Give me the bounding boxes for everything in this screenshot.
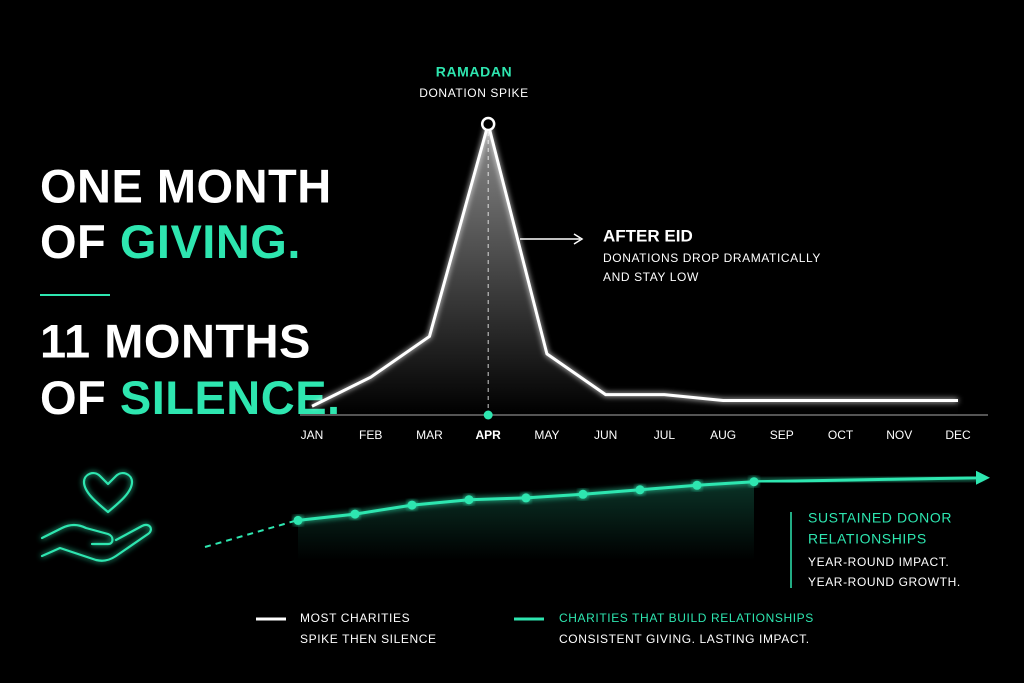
x-tick-label: MAY xyxy=(534,428,559,442)
line xyxy=(311,122,958,408)
point xyxy=(407,500,417,510)
headline-part: OF xyxy=(40,215,106,268)
legend-text: CONSISTENT GIVING. LASTING IMPACT. xyxy=(559,632,810,646)
hand-heart-icon xyxy=(40,472,152,562)
x-tick-label: AUG xyxy=(710,428,736,442)
headline-accent: SILENCE. xyxy=(120,371,341,424)
line-area xyxy=(298,481,754,560)
note-text: YEAR-ROUND GROWTH. xyxy=(808,575,961,589)
arrow-head xyxy=(573,233,584,245)
point xyxy=(350,509,360,519)
headline-accent: GIVING. xyxy=(120,215,301,268)
x-tick-label: NOV xyxy=(886,428,912,442)
note-text: YEAR-ROUND IMPACT. xyxy=(808,555,949,569)
legend-label: MOST CHARITIES xyxy=(300,611,410,625)
x-tick-label: APR xyxy=(476,428,502,442)
point xyxy=(635,485,645,495)
trend-arrow-head xyxy=(976,470,990,485)
headline: OF SILENCE. xyxy=(40,371,341,424)
x-tick-label: OCT xyxy=(828,428,854,442)
x-tick-label: JUN xyxy=(594,428,617,442)
headline: OF GIVING. xyxy=(40,215,301,268)
x-tick-label: JAN xyxy=(301,428,324,442)
annotation-title: RAMADAN xyxy=(436,64,513,80)
headline-part: OF xyxy=(40,371,106,424)
annotation-text: AND STAY LOW xyxy=(603,270,699,284)
x-tick-label: DEC xyxy=(945,428,971,442)
annotation-text: DONATION SPIKE xyxy=(419,86,529,100)
point xyxy=(578,489,588,499)
legend-text: SPIKE THEN SILENCE xyxy=(300,632,437,646)
trend-arrow xyxy=(753,476,983,484)
annotation-text: DONATIONS DROP DRAMATICALLY xyxy=(603,251,821,265)
headline: ONE MONTH xyxy=(40,159,332,212)
lead-in xyxy=(204,519,299,548)
line-area xyxy=(312,124,958,415)
point xyxy=(293,515,303,525)
peak-marker xyxy=(480,116,496,132)
note-title: SUSTAINED DONOR xyxy=(808,510,952,526)
point xyxy=(464,495,474,505)
x-tick-label: SEP xyxy=(770,428,794,442)
headline: 11 MONTHS xyxy=(40,314,311,367)
axis-marker xyxy=(483,410,493,420)
point xyxy=(521,493,531,503)
x-tick-label: JUL xyxy=(654,428,676,442)
legend-label: CHARITIES THAT BUILD RELATIONSHIPS xyxy=(559,611,814,625)
point xyxy=(692,480,702,490)
x-tick-label: MAR xyxy=(416,428,443,442)
annotation-title: AFTER EID xyxy=(603,226,693,245)
x-tick-label: FEB xyxy=(359,428,382,442)
note-title: RELATIONSHIPS xyxy=(808,531,927,547)
